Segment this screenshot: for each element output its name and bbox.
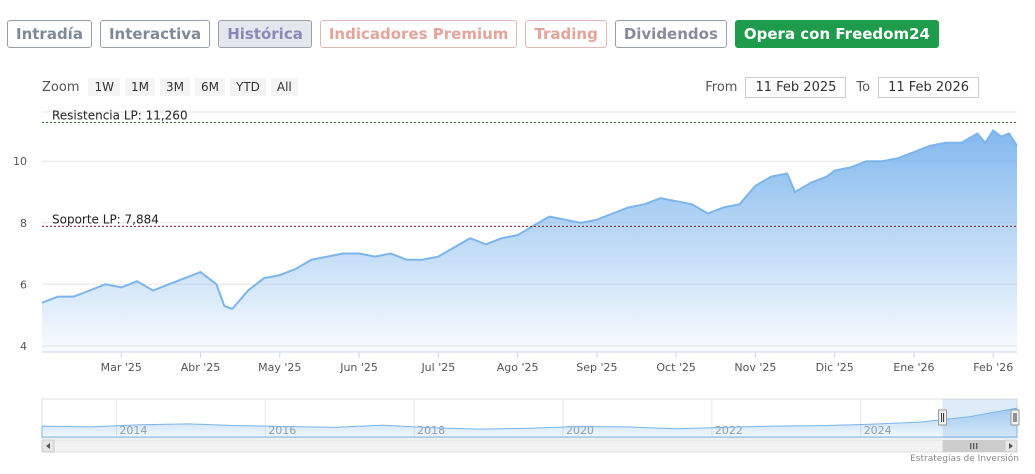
chart-credit: Estrategias de Inversión — [910, 454, 1019, 464]
support-label: Soporte LP: 7,884 — [52, 212, 159, 226]
navigator[interactable]: 201420162018202020222024 — [41, 398, 1020, 453]
to-date-input[interactable]: 11 Feb 2026 — [878, 77, 979, 98]
navigator-area — [41, 407, 1018, 438]
zoom-1w-button[interactable]: 1W — [88, 78, 120, 96]
y-tick-label: 10 — [13, 155, 27, 168]
navigator-right-handle[interactable] — [1010, 409, 1020, 426]
x-tick-label: May '25 — [258, 361, 301, 374]
level-lines: Resistencia LP: 11,260 Soporte LP: 7,884 — [42, 108, 1017, 227]
to-label: To — [856, 80, 871, 95]
scroll-left-arrow-icon — [46, 443, 50, 449]
x-axis-ticks: Mar '25 Abr '25 May '25 Jun '25 Jul '25 Ago '… — [101, 352, 1013, 374]
price-area — [42, 130, 1017, 352]
navigator-selection[interactable] — [942, 399, 1017, 438]
x-tick-label: Feb '26 — [973, 361, 1013, 374]
scrollbar-track[interactable] — [41, 439, 1018, 453]
opera-freedom24-button[interactable]: Opera con Freedom24 — [734, 20, 939, 48]
x-tick-label: Nov '25 — [734, 361, 776, 374]
scroll-right-arrow-icon — [1009, 443, 1013, 449]
tab-trading[interactable]: Trading — [525, 20, 607, 48]
tab-bar: Intradía Interactiva Histórica Indicador… — [7, 20, 939, 48]
zoom-6m-button[interactable]: 6M — [194, 78, 225, 96]
x-tick-label: Mar '25 — [101, 361, 142, 374]
tab-historica[interactable]: Histórica — [218, 20, 312, 48]
price-line — [41, 129, 1018, 311]
tab-intradia[interactable]: Intradía — [7, 20, 92, 48]
x-tick-label: Dic '25 — [816, 361, 854, 374]
y-tick-label: 8 — [20, 217, 27, 230]
tab-interactiva[interactable]: Interactiva — [99, 20, 211, 48]
x-tick-label: Abr '25 — [181, 361, 221, 374]
x-tick-label: Ago '25 — [497, 361, 539, 374]
navigator-handles[interactable] — [938, 409, 1020, 426]
x-tick-label: Sep '25 — [576, 361, 617, 374]
zoom-label: Zoom — [42, 79, 80, 95]
x-tick-label: Ene '26 — [893, 361, 934, 374]
y-tick-label: 6 — [20, 278, 27, 291]
from-date-input[interactable]: 11 Feb 2025 — [745, 77, 847, 98]
x-tick-label: Jul '25 — [420, 361, 455, 374]
navigator-scrollbar[interactable] — [41, 439, 1018, 453]
zoom-3m-button[interactable]: 3M — [159, 78, 190, 96]
y-axis-labels: 4 6 8 10 — [13, 155, 27, 353]
zoom-ytd-button[interactable]: YTD — [229, 78, 266, 96]
zoom-controls: Zoom 1W 1M 3M 6M YTD All — [42, 78, 298, 96]
x-tick-label: Jun '25 — [339, 361, 378, 374]
tab-indicadores-premium[interactable]: Indicadores Premium — [319, 20, 518, 48]
y-tick-label: 4 — [20, 340, 27, 353]
from-label: From — [705, 80, 738, 95]
tab-dividendos[interactable]: Dividendos — [614, 20, 727, 48]
resistance-label: Resistencia LP: 11,260 — [52, 108, 188, 122]
zoom-1m-button[interactable]: 1M — [124, 78, 155, 96]
x-tick-label: Oct '25 — [656, 361, 696, 374]
zoom-all-button[interactable]: All — [270, 78, 298, 96]
navigator-left-handle[interactable] — [938, 409, 948, 426]
date-range: From 11 Feb 2025 To 11 Feb 2026 — [705, 77, 979, 98]
